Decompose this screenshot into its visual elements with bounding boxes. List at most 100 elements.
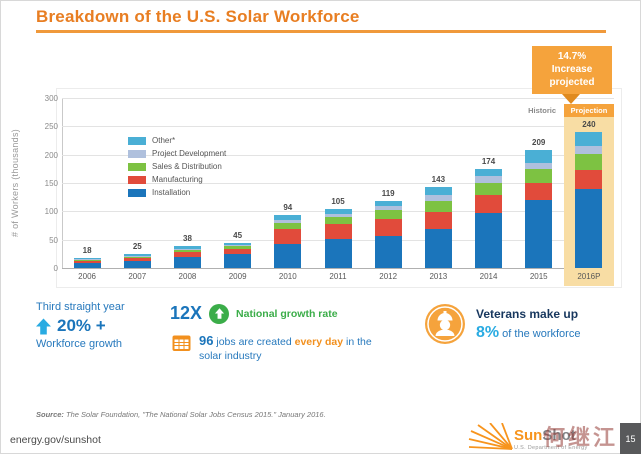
growth-multiplier: 12X bbox=[170, 303, 203, 323]
bar-segment-manufacturing bbox=[525, 183, 553, 200]
x-tick-label: 2013 bbox=[429, 272, 448, 281]
bar-total-label: 38 bbox=[183, 234, 192, 244]
gridline bbox=[62, 154, 614, 156]
bar-segment-other- bbox=[274, 214, 302, 221]
bar-segment-other- bbox=[324, 208, 352, 215]
bar-total-label: 143 bbox=[431, 174, 446, 184]
bar-segment-installation bbox=[374, 235, 402, 268]
bar-segment-project-development bbox=[224, 245, 252, 247]
bar-segment-other- bbox=[374, 200, 402, 207]
legend-swatch bbox=[128, 136, 146, 145]
legend-item: Sales & Distribution bbox=[128, 160, 226, 173]
bar-segment-manufacturing bbox=[173, 252, 201, 257]
logo-department: U.S. Department of Energy bbox=[514, 445, 588, 451]
logo-sun: Sun bbox=[514, 427, 543, 444]
bar-segment-installation bbox=[525, 200, 553, 268]
bar-segment-project-development bbox=[475, 176, 503, 183]
logo-shot: Shot bbox=[542, 427, 576, 444]
source-note: Source: The Solar Foundation, "The Natio… bbox=[36, 410, 326, 419]
bar-segment-manufacturing bbox=[575, 169, 603, 189]
bar-segment-sales-distribution bbox=[173, 249, 201, 253]
gridline bbox=[62, 126, 614, 128]
callout-line-1: 14.7% bbox=[557, 51, 587, 62]
bar-segment-sales-distribution bbox=[324, 217, 352, 225]
bar-segment-installation bbox=[224, 254, 252, 268]
stat-jobs-created: 96 jobs are created every day in the sol… bbox=[172, 334, 381, 363]
bar-segment-project-development bbox=[274, 220, 302, 223]
y-tick-label: 0 bbox=[53, 264, 58, 273]
legend-swatch bbox=[128, 188, 146, 197]
legend-item: Project Development bbox=[128, 147, 226, 160]
x-tick-label: 2015 bbox=[529, 272, 548, 281]
worker-icon bbox=[425, 304, 465, 344]
bar-segment-installation bbox=[73, 262, 101, 268]
x-tick-label: 2016P bbox=[577, 272, 601, 281]
bar-total-label: 105 bbox=[331, 196, 345, 206]
bar-total-label: 45 bbox=[233, 230, 243, 240]
chart-frame bbox=[56, 88, 622, 288]
bar-segment-sales-distribution bbox=[525, 169, 553, 183]
bar-segment-installation bbox=[475, 213, 503, 268]
x-tick-label: 2012 bbox=[379, 272, 398, 281]
legend-item: Installation bbox=[128, 186, 226, 199]
jobs-text: 96 jobs are created every day in the sol… bbox=[199, 334, 381, 363]
legend-swatch bbox=[128, 149, 146, 158]
sunburst-icon bbox=[468, 423, 513, 450]
bar-segment-manufacturing bbox=[475, 194, 503, 214]
bar-segment-installation bbox=[274, 243, 302, 268]
x-tick-label: 2011 bbox=[329, 272, 347, 281]
footer-url: energy.gov/sunshot bbox=[10, 434, 101, 446]
gridline bbox=[62, 183, 614, 184]
bar-total-label: 18 bbox=[82, 245, 92, 255]
bar-segment-manufacturing bbox=[224, 249, 252, 255]
bar-segment-other- bbox=[123, 253, 151, 256]
stat-national-growth: 12X National growth rate bbox=[170, 303, 338, 324]
legend-swatch bbox=[128, 162, 146, 171]
chart-legend: Other* Project Development Sales & Distrib… bbox=[128, 134, 226, 199]
stat-veterans: Veterans make up 8% of the workforce bbox=[424, 303, 580, 345]
bar-segment-installation bbox=[123, 260, 151, 268]
y-tick-label: 100 bbox=[44, 207, 58, 217]
legend-label: Manufacturing bbox=[152, 175, 203, 184]
x-tick-label: 2006 bbox=[78, 272, 96, 281]
bar-segment-installation bbox=[424, 228, 452, 268]
jobs-text-before: jobs are created bbox=[213, 336, 295, 348]
source-text: The Solar Foundation, "The National Sola… bbox=[63, 410, 326, 419]
bar-segment-project-development bbox=[123, 255, 151, 257]
bar-segment-project-development bbox=[73, 258, 101, 260]
calendar-icon bbox=[172, 335, 191, 351]
bar-segment-other- bbox=[173, 246, 201, 249]
bar-segment-other- bbox=[525, 149, 553, 163]
legend-label: Project Development bbox=[152, 149, 227, 158]
bar-segment-sales-distribution bbox=[123, 256, 151, 258]
y-tick-label: 300 bbox=[44, 94, 58, 103]
jobs-text-after: in the solar industry bbox=[199, 336, 372, 362]
veterans-line: of the workforce bbox=[499, 327, 581, 340]
bar-segment-project-development bbox=[324, 214, 352, 217]
bar-segment-project-development bbox=[173, 248, 201, 250]
bar-segment-manufacturing bbox=[374, 219, 402, 236]
bar-total-label: 119 bbox=[381, 188, 395, 198]
bar-segment-manufacturing bbox=[123, 257, 151, 261]
sunshot-logo: SunShot U.S. Department of Energy bbox=[468, 423, 588, 451]
bar-segment-manufacturing bbox=[274, 229, 302, 244]
bar-segment-other- bbox=[475, 169, 503, 177]
bar-segment-sales-distribution bbox=[575, 154, 603, 170]
bar-segment-manufacturing bbox=[324, 224, 352, 239]
x-tick-label: 2014 bbox=[479, 272, 498, 281]
legend-item: Other* bbox=[128, 134, 226, 147]
legend-label: Other* bbox=[152, 136, 176, 145]
stacked-bar-chart: 0 50 100 150 200 250 300 18 2006 25 2007 38 2008 45 20… bbox=[45, 94, 614, 286]
bar-segment-project-development bbox=[525, 162, 553, 170]
watermark: 何继江 bbox=[543, 425, 619, 450]
y-tick-label: 250 bbox=[44, 122, 58, 132]
bar-segment-sales-distribution bbox=[73, 259, 101, 261]
gridline bbox=[62, 268, 614, 269]
bar-segment-sales-distribution bbox=[475, 183, 503, 195]
bar-segment-installation bbox=[575, 188, 603, 268]
stat-workforce-growth: Third straight year 20% + Workforce grow… bbox=[36, 301, 125, 350]
x-tick-label: 2008 bbox=[178, 272, 197, 281]
page-title: Breakdown of the U.S. Solar Workforce bbox=[36, 7, 360, 26]
stat-line: Workforce growth bbox=[36, 338, 122, 350]
y-tick-label: 200 bbox=[44, 150, 58, 160]
